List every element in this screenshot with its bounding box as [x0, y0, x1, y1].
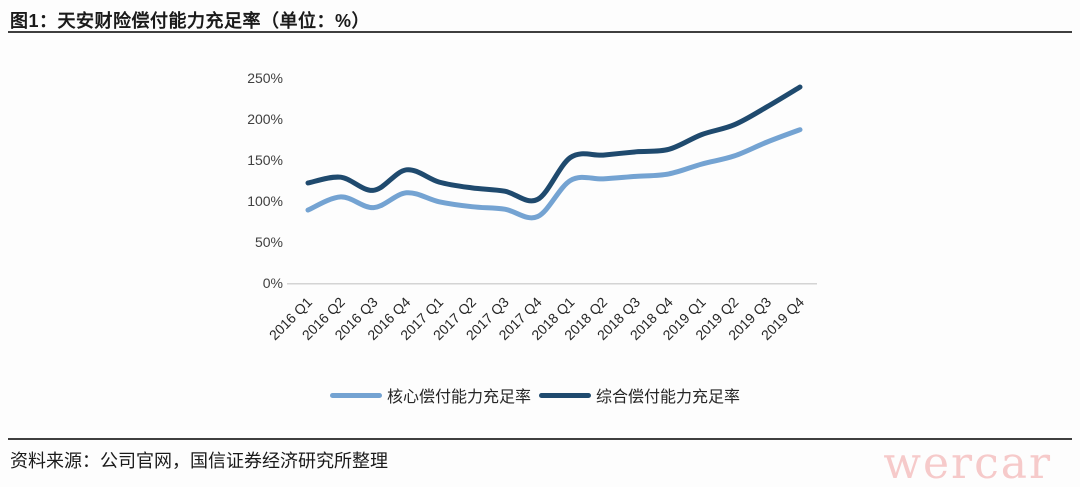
legend-label-core: 核心偿付能力充足率	[386, 389, 531, 406]
core-line-swatch	[329, 392, 382, 398]
y-tick-label: 100%	[247, 193, 283, 209]
y-tick-label: 250%	[247, 70, 283, 86]
legend-item-comprehensive: 综合偿付能力充足率	[539, 383, 740, 407]
y-tick-label: 50%	[255, 234, 283, 250]
comprehensive-line-swatch	[539, 392, 591, 398]
source-note: 资料来源：公司官网，国信证券经济研究所整理	[10, 451, 388, 471]
y-tick-label: 200%	[247, 111, 283, 127]
legend-label-comprehensive: 综合偿付能力充足率	[596, 389, 741, 406]
comprehensive-ratio-line	[305, 84, 803, 204]
figure-title: 图1：天安财险偿付能力充足率（单位：%）	[10, 11, 371, 31]
y-tick-label: 150%	[247, 152, 283, 168]
title-divider	[8, 31, 1072, 33]
legend-item-core: 核心偿付能力充足率	[329, 383, 531, 407]
chart-legend: 核心偿付能力充足率 综合偿付能力充足率	[0, 383, 1070, 407]
core-ratio-line	[305, 127, 803, 221]
y-tick-label: 0%	[263, 275, 283, 291]
footer-divider	[8, 438, 1072, 440]
watermark-text: wercar	[883, 438, 1052, 487]
